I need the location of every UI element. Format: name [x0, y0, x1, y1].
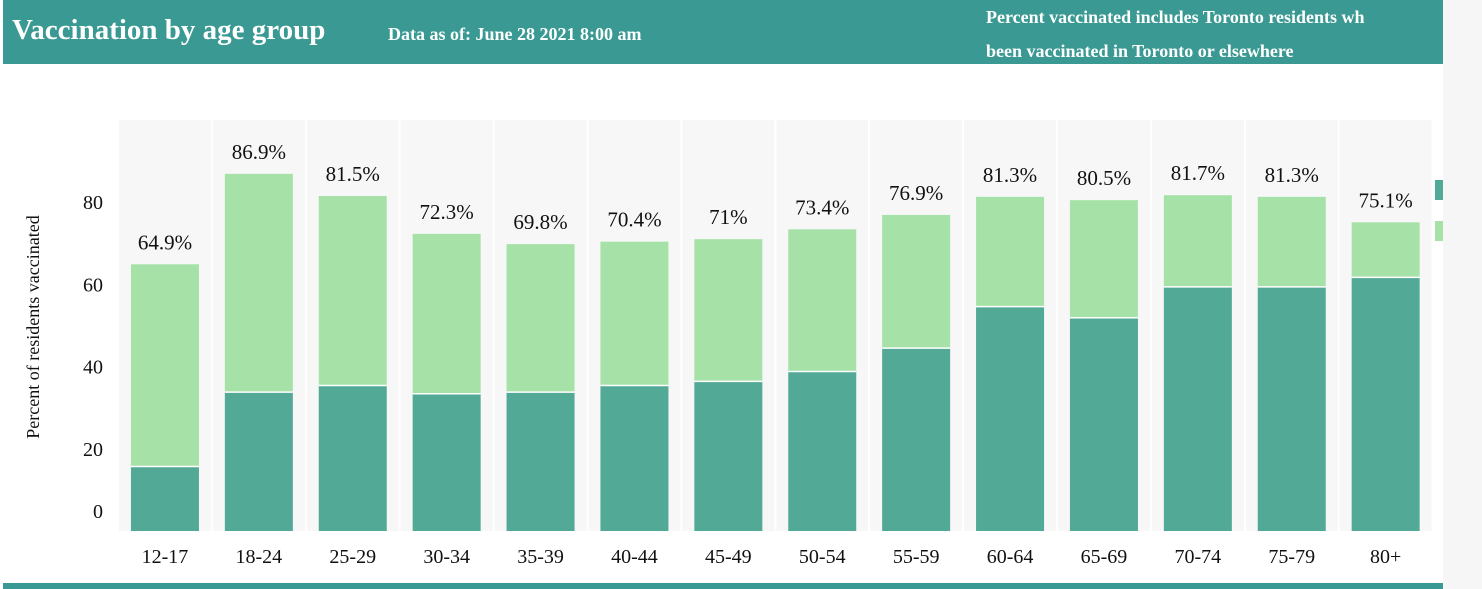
bar-value-label: 81.7%	[1171, 161, 1225, 185]
bar-fully-vaccinated	[600, 385, 669, 531]
bar-value-label: 75.1%	[1359, 188, 1413, 212]
bar-value-label: 73.4%	[795, 195, 849, 219]
y-tick-label: 40	[83, 357, 103, 379]
bar-fully-vaccinated	[1163, 286, 1232, 531]
bar-partially-vaccinated	[224, 173, 293, 393]
bar-value-label: 80.5%	[1077, 166, 1131, 190]
bar-fully-vaccinated	[224, 392, 293, 531]
y-tick-label: 80	[83, 192, 103, 214]
bar-value-label: 81.3%	[983, 163, 1037, 187]
bar-fully-vaccinated	[976, 306, 1045, 531]
bar-fully-vaccinated	[694, 381, 763, 531]
bar-partially-vaccinated	[600, 241, 669, 386]
x-tick-label: 60-64	[987, 546, 1034, 568]
bar-fully-vaccinated	[506, 392, 575, 531]
x-tick-label: 70-74	[1175, 546, 1222, 568]
bar-value-label: 76.9%	[889, 181, 943, 205]
bar-value-label: 81.5%	[326, 162, 380, 186]
bar-partially-vaccinated	[1163, 195, 1232, 287]
x-tick-label: 40-44	[611, 546, 658, 568]
bar-partially-vaccinated	[788, 229, 857, 372]
y-tick-label: 0	[93, 501, 103, 523]
x-tick-label: 75-79	[1268, 546, 1315, 568]
note-line-1: Percent vaccinated includes Toronto resi…	[986, 7, 1365, 27]
bar-partially-vaccinated	[882, 214, 951, 349]
y-axis-title: Percent of residents vaccinated	[23, 215, 43, 438]
bar-value-label: 69.8%	[513, 210, 567, 234]
x-tick-label: 55-59	[893, 546, 940, 568]
x-tick-label: 18-24	[236, 546, 283, 568]
bar-fully-vaccinated	[882, 348, 951, 531]
bar-value-label: 64.9%	[138, 230, 192, 254]
bar-fully-vaccinated	[412, 393, 481, 531]
bar-partially-vaccinated	[318, 196, 387, 386]
legend-swatch-fully-vaccinated	[1435, 180, 1443, 200]
y-tick-label: 60	[83, 274, 103, 296]
bar-partially-vaccinated	[1257, 196, 1326, 287]
bar-value-label: 72.3%	[420, 200, 474, 224]
x-tick-label: 45-49	[705, 546, 752, 568]
note-line-2: been vaccinated in Toronto or elsewhere	[986, 41, 1294, 61]
x-tick-label: 30-34	[423, 546, 470, 568]
bar-partially-vaccinated	[694, 239, 763, 382]
bottom-bar	[3, 583, 1443, 589]
bar-fully-vaccinated	[1069, 317, 1138, 531]
bar-value-label: 81.3%	[1265, 163, 1319, 187]
bar-value-label: 71%	[709, 205, 748, 229]
bar-fully-vaccinated	[788, 371, 857, 531]
bar-partially-vaccinated	[1069, 200, 1138, 318]
bar-partially-vaccinated	[412, 233, 481, 394]
x-tick-label: 80+	[1370, 546, 1401, 568]
bar-fully-vaccinated	[318, 385, 387, 531]
x-tick-label: 35-39	[517, 546, 564, 568]
bar-fully-vaccinated	[1257, 286, 1326, 531]
vaccination-bar-chart: 64.9% 86.9% 81.5% 72.3% 69.8% 70.4% 71% 73.4% 76…	[23, 139, 1443, 568]
bar-value-label: 70.4%	[607, 208, 661, 232]
bar-fully-vaccinated	[1351, 277, 1420, 531]
y-tick-label: 20	[83, 439, 103, 461]
bar-value-label: 86.9%	[232, 140, 286, 164]
data-date: Data as of: June 28 2021 8:00 am	[388, 24, 642, 44]
x-tick-label: 25-29	[329, 546, 376, 568]
legend-swatch-partially-vaccinated	[1435, 221, 1443, 241]
bar-partially-vaccinated	[130, 264, 199, 467]
right-edge-strip	[1443, 0, 1482, 589]
bar-partially-vaccinated	[976, 196, 1045, 307]
x-tick-label: 50-54	[799, 546, 846, 568]
x-tick-label: 65-69	[1081, 546, 1128, 568]
bar-fully-vaccinated	[130, 466, 199, 531]
chart-title: Vaccination by age group	[12, 14, 326, 46]
header-bar: Vaccination by age group Data as of: Jun…	[3, 0, 1443, 64]
bar-partially-vaccinated	[506, 244, 575, 393]
x-tick-label: 12-17	[142, 546, 189, 568]
bar-partially-vaccinated	[1351, 222, 1420, 278]
